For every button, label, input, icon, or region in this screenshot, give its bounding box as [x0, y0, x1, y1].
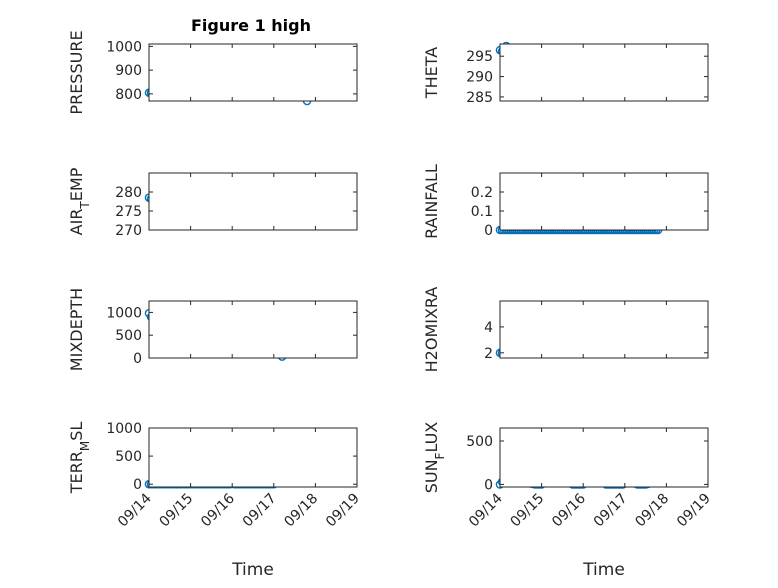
y-axis-label: H2OMIXRA	[422, 287, 441, 373]
x-axis-label: Time	[231, 560, 274, 580]
axes-box	[499, 172, 709, 231]
axes-box	[499, 43, 709, 102]
y-tick-label: 900	[115, 63, 142, 79]
y-tick-label: 0	[133, 477, 142, 493]
y-tick-label: 0	[484, 477, 493, 493]
y-tick-label: 500	[115, 449, 142, 465]
y-tick-label: 280	[115, 185, 142, 201]
y-tick-label: 0	[484, 223, 493, 239]
axes-box	[499, 427, 709, 488]
subplot-h2omixra: 2 4 H2OMIXRA	[422, 287, 709, 373]
axes-box	[148, 427, 358, 488]
y-tick-label: 1000	[106, 421, 142, 437]
axes-box	[499, 300, 709, 359]
y-tick-label: 4	[484, 320, 493, 336]
y-tick-label: 270	[115, 223, 142, 239]
y-tick-label: 275	[115, 204, 142, 220]
y-tick-label: 800	[115, 87, 142, 103]
subplot-theta: 285 290 295 THETA	[422, 41, 709, 106]
y-axis-label: RAINFALL	[422, 164, 441, 239]
figure-title: Figure 1 high	[191, 16, 311, 35]
y-tick-label: 290	[466, 70, 493, 86]
y-tick-label: 500	[115, 328, 142, 344]
subplot-rainfall: 0 0.1 0.2 RAINFALL	[422, 164, 709, 239]
y-tick-label: 295	[466, 49, 493, 65]
axes-box	[148, 43, 358, 102]
y-axis-label: TERRMSL	[67, 422, 92, 495]
y-tick-label: 1000	[106, 305, 142, 321]
y-tick-label: 2	[484, 346, 493, 362]
subplot-pressure: 800 900 1000 PRESSURE	[67, 30, 358, 115]
y-axis-label: PRESSURE	[67, 30, 86, 114]
y-axis-label: MIXDEPTH	[67, 288, 86, 371]
y-axis-label: AIRTEMP	[67, 167, 92, 235]
y-tick-label: 285	[466, 90, 493, 106]
x-axis-label: Time	[582, 560, 625, 580]
subplot-mixdepth: 0 500 1000 MIXDEPTH	[67, 288, 358, 371]
y-tick-label: 500	[466, 434, 493, 450]
y-tick-label: 0.2	[471, 185, 493, 201]
y-tick-label: 0	[133, 351, 142, 367]
y-tick-label: 1000	[106, 39, 142, 55]
y-tick-label: 0.1	[471, 204, 493, 220]
y-axis-label: THETA	[422, 47, 441, 99]
axes-box	[148, 172, 358, 231]
axes-box	[148, 300, 358, 359]
subplot-air-temp: 270 275 280 AIRTEMP	[67, 167, 358, 239]
y-axis-label: SUNFLUX	[422, 422, 447, 494]
